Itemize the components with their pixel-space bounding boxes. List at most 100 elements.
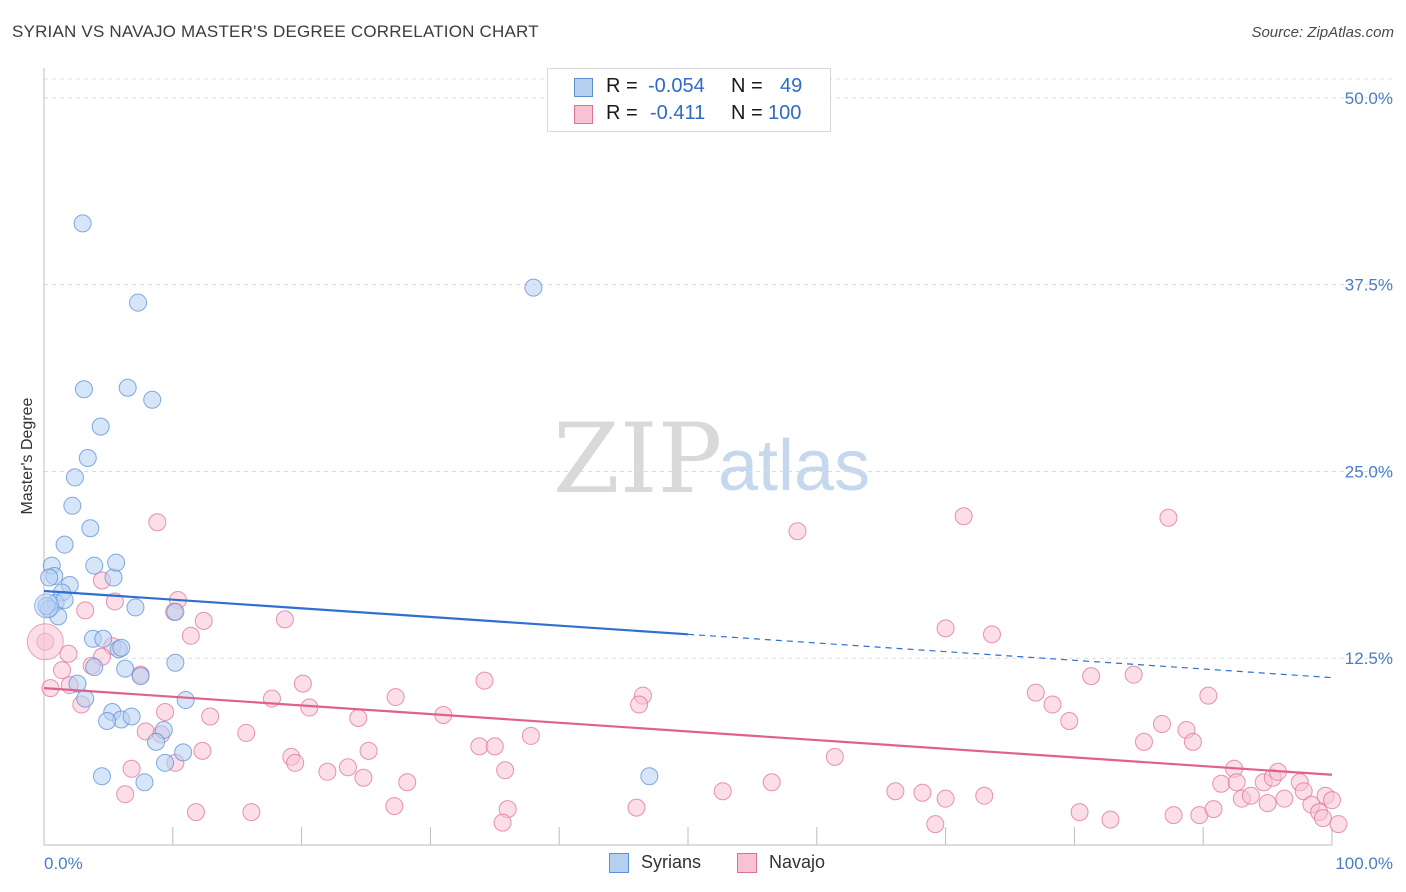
syrian-point (65, 468, 84, 487)
navajo-point (493, 813, 512, 832)
navajo-point (1164, 806, 1183, 825)
navajo-point (1026, 683, 1045, 702)
navajo-point (762, 773, 781, 792)
watermark: ZIP atlas (553, 403, 870, 515)
navajo-point (237, 723, 256, 742)
navajo-point (1294, 782, 1313, 801)
navajo-point (1082, 667, 1101, 686)
axes (43, 68, 1333, 846)
chart-title: SYRIAN VS NAVAJO MASTER'S DEGREE CORRELA… (12, 22, 539, 41)
legend-n-label: N = (731, 102, 763, 124)
navajo-point (181, 626, 200, 645)
x-tick-labels: 0.0% 100.0% (44, 854, 1393, 873)
navajo-point (1258, 794, 1277, 813)
syrian-point (147, 732, 166, 751)
navajo-point (1241, 786, 1260, 805)
navajo-point (1275, 789, 1294, 808)
syrian-point (122, 707, 141, 726)
navajo-point (1124, 665, 1143, 684)
navajo-trend-line (43, 687, 1333, 776)
navajo-point (1323, 791, 1341, 810)
navajo-point (1199, 686, 1218, 705)
syrian-point (76, 689, 95, 708)
syrians-trend-line (43, 589, 689, 636)
navajo-point (148, 513, 167, 532)
syrian-point (112, 638, 131, 657)
syrian-points (34, 214, 659, 792)
legend-row-navajo: R = -0.411 N = 100 (548, 102, 830, 128)
legend-r-value: -0.054 (648, 75, 705, 97)
navajo-point (293, 674, 312, 693)
legend-r-label: R = (606, 102, 638, 124)
legend-n-label: N = (731, 75, 763, 97)
navajo-point (475, 671, 494, 690)
syrian-point (107, 553, 126, 572)
navajo-point (349, 708, 368, 727)
navajo-point (156, 703, 175, 722)
navajo-point (338, 758, 357, 777)
syrian-point (524, 278, 543, 297)
syrian-point (640, 767, 659, 786)
navajo-point (1043, 695, 1062, 714)
legend-n-value: 49 (780, 75, 803, 97)
syrians-trend-line-extrapolated (687, 633, 1333, 679)
legend-swatch-syrians (574, 78, 593, 97)
trend-lines (43, 589, 1333, 776)
syrian-point (91, 417, 110, 436)
navajo-point (116, 785, 135, 804)
y-tick-label: 12.5% (1345, 649, 1393, 668)
legend-n-value: 100 (768, 102, 802, 124)
navajo-points (26, 507, 1348, 834)
bottom-legend-syrians: Syrians (641, 852, 702, 872)
y-tick-labels: 12.5% 25.0% 37.5% 50.0% (1345, 89, 1393, 668)
grid (44, 78, 1393, 659)
navajo-point (630, 695, 649, 714)
navajo-point (713, 782, 732, 801)
syrian-point (166, 602, 185, 621)
navajo-point (1159, 508, 1178, 527)
navajo-point (825, 747, 844, 766)
x-tick-label-max: 100.0% (1335, 854, 1393, 873)
syrian-point (118, 378, 137, 397)
navajo-point (954, 507, 973, 526)
syrian-point (174, 743, 193, 762)
x-tick-label-min: 0.0% (44, 854, 83, 873)
bottom-legend-swatch-syrians (609, 853, 629, 873)
navajo-point (186, 803, 205, 822)
watermark-atlas: atlas (718, 426, 870, 506)
navajo-point (1227, 773, 1246, 792)
syrian-point (135, 773, 154, 792)
syrian-point (63, 496, 82, 515)
syrian-point (74, 380, 93, 399)
navajo-point (982, 625, 1001, 644)
navajo-point (275, 610, 294, 629)
syrian-point (98, 711, 117, 730)
syrian-point (116, 659, 135, 678)
syrian-point (143, 390, 162, 409)
navajo-point (242, 803, 261, 822)
bottom-legend-swatch-navajo (737, 853, 757, 873)
navajo-point (1101, 810, 1120, 829)
source-label: Source: ZipAtlas.com (1251, 24, 1394, 41)
navajo-point-large (26, 623, 64, 661)
legend: R = -0.054 N = 49 R = -0.411 N = 100 (547, 68, 831, 132)
navajo-point (286, 753, 305, 772)
navajo-point (1070, 803, 1089, 822)
navajo-point (1134, 732, 1153, 751)
legend-r-value: -0.411 (650, 102, 706, 124)
navajo-point (318, 762, 337, 781)
syrian-point (92, 767, 111, 786)
syrian-point (81, 519, 100, 538)
navajo-point (936, 789, 955, 808)
syrian-point-large (34, 593, 60, 619)
syrian-point (73, 214, 92, 233)
y-tick-label: 37.5% (1345, 276, 1393, 295)
navajo-point (886, 782, 905, 801)
navajo-point (122, 759, 141, 778)
navajo-point (1329, 815, 1348, 834)
navajo-point (470, 737, 489, 756)
navajo-point (1183, 732, 1202, 751)
syrian-point (176, 691, 195, 710)
watermark-zip: ZIP (553, 403, 722, 515)
